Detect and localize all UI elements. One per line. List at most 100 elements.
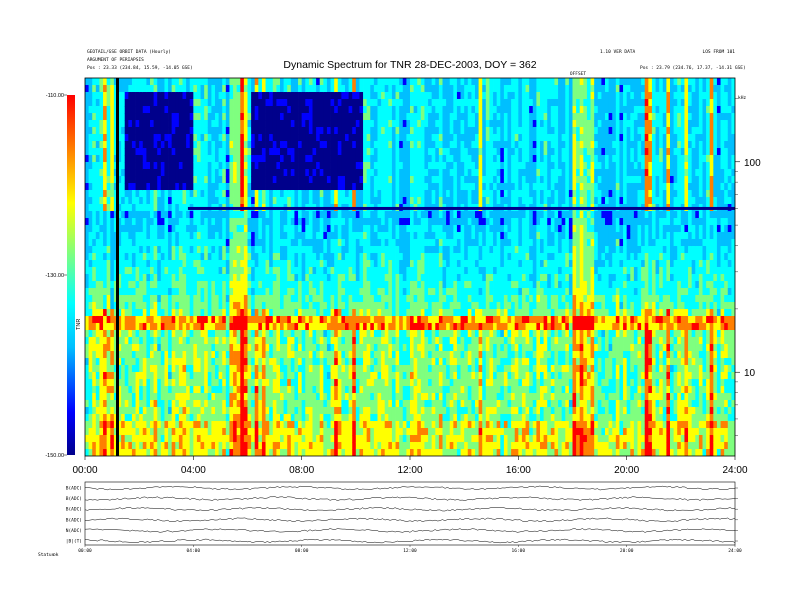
spectrogram-cell xyxy=(88,379,93,387)
spectrogram-cell xyxy=(225,281,230,289)
spectrogram-cell xyxy=(207,414,212,422)
spectrogram-cell xyxy=(178,351,183,359)
spectrogram-cell xyxy=(308,288,313,296)
spectrogram-cell xyxy=(135,218,140,226)
spectrogram-cell xyxy=(294,106,299,114)
spectrogram-cell xyxy=(189,316,194,324)
spectrogram-cell xyxy=(215,148,220,156)
spectrogram-cell xyxy=(381,239,386,247)
spectrogram-cell xyxy=(334,246,339,254)
spectrogram-cell xyxy=(359,113,364,121)
spectrogram-cell xyxy=(384,288,389,296)
spectrogram-cell xyxy=(236,379,241,387)
spectrogram-cell xyxy=(308,246,313,254)
spectrogram-cell xyxy=(345,176,350,184)
spectrogram-cell xyxy=(352,162,357,170)
spectrogram-cell xyxy=(229,379,234,387)
spectrogram-cell xyxy=(352,442,357,450)
spectrogram-cell xyxy=(326,141,331,149)
spectrogram-cell xyxy=(153,190,158,198)
spectrogram-cell xyxy=(215,407,220,415)
spectrogram-cell xyxy=(276,218,281,226)
spectrogram-cell xyxy=(146,211,151,219)
spectrogram-cell xyxy=(251,372,256,380)
spectrogram-cell xyxy=(128,386,133,394)
spectrogram-cell xyxy=(189,78,194,86)
spectrogram-cell xyxy=(373,288,378,296)
spectrogram-cell xyxy=(316,421,321,429)
spectrogram-cell xyxy=(99,386,104,394)
spectrogram-cell xyxy=(175,316,180,324)
spectrogram-cell xyxy=(110,372,115,380)
spectrogram-cell xyxy=(373,218,378,226)
spectrogram-cell xyxy=(406,309,411,317)
spectrogram-cell xyxy=(283,260,288,268)
spectrogram-cell xyxy=(312,344,317,352)
spectrogram-cell xyxy=(301,372,306,380)
spectrogram-cell xyxy=(417,78,422,86)
spectrogram-cell xyxy=(164,106,169,114)
spectrogram-cell xyxy=(345,344,350,352)
spectrogram-cell xyxy=(413,435,418,443)
spectrogram-cell xyxy=(128,400,133,408)
spectrogram-cell xyxy=(189,372,194,380)
spectrogram-cell xyxy=(388,323,393,331)
spectrogram-cell xyxy=(168,211,173,219)
spectrogram-cell xyxy=(410,218,415,226)
spectrogram-cell xyxy=(103,148,108,156)
spectrogram-cell xyxy=(254,309,259,317)
spectrogram-cell xyxy=(95,414,100,422)
spectrogram-cell xyxy=(290,85,295,93)
spectrogram-cell xyxy=(348,120,353,128)
spectrogram-cell xyxy=(110,218,115,226)
spectrogram-cell xyxy=(363,393,368,401)
spectrogram-cell xyxy=(103,169,108,177)
spectrogram-cell xyxy=(323,141,328,149)
spectrogram-cell xyxy=(413,407,418,415)
spectrogram-cell xyxy=(150,421,155,429)
spectrogram-cell xyxy=(355,365,360,373)
spectrogram-cell xyxy=(294,78,299,86)
spectrogram-cell xyxy=(370,281,375,289)
spectrogram-cell xyxy=(287,323,292,331)
spectrogram-cell xyxy=(337,162,342,170)
spectrogram-cell xyxy=(381,295,386,303)
spectrogram-cell xyxy=(366,393,371,401)
spectrogram-cell xyxy=(243,428,248,436)
spectrogram-cell xyxy=(146,113,151,121)
spectrogram-cell xyxy=(85,379,90,387)
spectrogram-cell xyxy=(233,442,238,450)
spectrogram-cell xyxy=(290,288,295,296)
spectrogram-cell xyxy=(236,407,241,415)
spectrogram-cell xyxy=(323,232,328,240)
spectrogram-cell xyxy=(103,386,108,394)
spectrogram-cell xyxy=(207,344,212,352)
spectrogram-cell xyxy=(381,372,386,380)
spectrogram-cell xyxy=(301,302,306,310)
spectrogram-cell xyxy=(301,225,306,233)
spectrogram-cell xyxy=(135,330,140,338)
spectrogram-cell xyxy=(124,400,129,408)
spectrogram-cell xyxy=(204,148,209,156)
spectrogram-cell xyxy=(110,309,115,317)
spectrogram-cell xyxy=(399,386,404,394)
spectrogram-cell xyxy=(103,407,108,415)
spectrogram-cell xyxy=(150,218,155,226)
spectrogram-cell xyxy=(276,225,281,233)
spectrogram-cell xyxy=(294,211,299,219)
spectrogram-cell xyxy=(160,78,165,86)
spectrogram-cell xyxy=(352,358,357,366)
spectrogram-cell xyxy=(330,379,335,387)
spectrogram-cell xyxy=(233,197,238,205)
spectrogram-cell xyxy=(381,232,386,240)
spectrogram-cell xyxy=(106,414,111,422)
spectrogram-cell xyxy=(305,386,310,394)
spectrogram-cell xyxy=(355,281,360,289)
spectrogram-cell xyxy=(319,162,324,170)
spectrogram-cell xyxy=(215,428,220,436)
spectrogram-cell xyxy=(316,337,321,345)
spectrogram-cell xyxy=(254,155,259,163)
spectrogram-cell xyxy=(150,358,155,366)
spectrogram-cell xyxy=(377,148,382,156)
spectrogram-cell xyxy=(182,330,187,338)
